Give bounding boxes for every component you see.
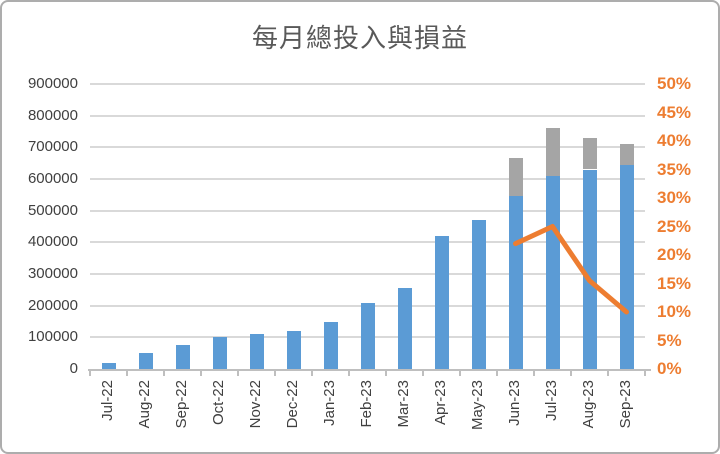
gridline [90, 273, 645, 275]
y2-axis-label: 10% [657, 302, 692, 321]
y2-axis-label: 35% [657, 159, 692, 179]
y2-axis-label: 30% [657, 188, 692, 207]
y-axis-label: 700000 [27, 138, 78, 156]
gridline [90, 209, 645, 212]
x-axis-tick [311, 371, 313, 376]
bar-blue [212, 337, 227, 369]
bar-gray [619, 144, 634, 165]
y-axis-label: 0 [69, 360, 78, 377]
x-axis-tick [533, 371, 535, 376]
bar-blue [582, 169, 597, 369]
bar-blue [138, 353, 153, 369]
gridline [90, 83, 645, 85]
x-axis-tick [422, 371, 424, 376]
bar-blue [175, 345, 190, 369]
bar-blue [286, 331, 301, 369]
y2-axis-label: 50% [657, 74, 692, 93]
y-axis-label: 500000 [27, 201, 78, 219]
y-axis-label: 200000 [27, 296, 78, 314]
bar-gray [582, 137, 597, 170]
x-axis-line [88, 369, 651, 371]
y2-axis-label: 0% [657, 359, 682, 378]
x-axis-tick [385, 371, 387, 376]
gridline [90, 241, 645, 244]
bar-blue [360, 302, 375, 369]
gridline [90, 114, 645, 117]
y-axis-label: 100000 [27, 328, 78, 346]
bar-blue [323, 321, 338, 369]
chart-title: 每月總投入與損益 [251, 23, 468, 53]
percent-line [513, 224, 629, 315]
x-axis-tick [459, 371, 461, 376]
y2-axis-label: 20% [657, 245, 692, 264]
bar-blue [471, 220, 486, 369]
x-axis-tick [163, 371, 165, 376]
y-axis-label: 400000 [27, 233, 78, 251]
bar-blue [434, 236, 449, 369]
x-axis-tick [570, 371, 572, 376]
y-axis-label: 900000 [27, 75, 78, 92]
x-axis-tick [200, 371, 202, 376]
y2-axis-label: 45% [657, 102, 692, 122]
y-axis-label: 300000 [27, 265, 78, 282]
x-axis-tick [274, 371, 276, 376]
y2-axis-label: 40% [657, 131, 692, 150]
gridline [90, 178, 645, 180]
x-axis-tick [496, 371, 498, 376]
y2-axis-label: 5% [657, 330, 682, 350]
bar-gray [545, 128, 560, 176]
bar-blue [619, 164, 634, 369]
bar-blue [397, 288, 412, 369]
x-axis-tick [237, 371, 239, 376]
y2-axis-label: 15% [657, 273, 692, 293]
x-axis-tick [607, 371, 609, 376]
x-axis-tick [126, 371, 128, 376]
x-axis-tick [644, 371, 646, 376]
bar-blue [249, 334, 264, 369]
x-axis-tick [348, 371, 350, 376]
bar-gray [508, 158, 523, 197]
bar-blue [545, 175, 560, 369]
y-axis-label: 800000 [27, 106, 78, 124]
x-axis-tick [89, 371, 91, 376]
bar-blue [101, 362, 116, 369]
gridline [90, 146, 645, 149]
y-axis-label: 600000 [27, 170, 78, 187]
y2-axis-label: 25% [657, 216, 692, 236]
